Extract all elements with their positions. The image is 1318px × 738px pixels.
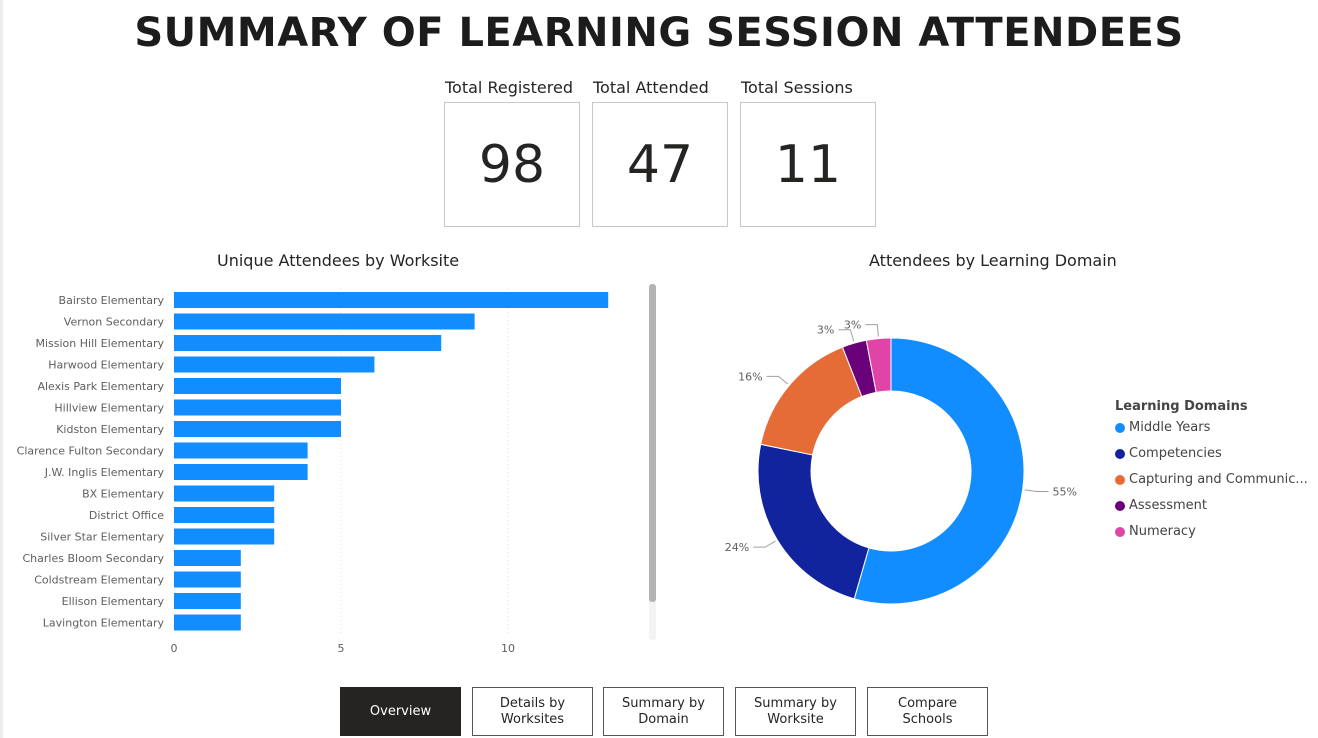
- legend-dot-icon: [1115, 422, 1125, 433]
- category-label: Lavington Elementary: [43, 617, 165, 630]
- category-label: Hillview Elementary: [54, 402, 164, 415]
- kpi-label-attended: Total Attended: [593, 78, 709, 97]
- kpi-card-registered[interactable]: 98: [444, 102, 580, 227]
- bar[interactable]: [174, 313, 475, 330]
- bar[interactable]: [174, 528, 275, 545]
- legend-label: Capturing and Communic...: [1129, 472, 1308, 487]
- kpi-value-attended: 47: [626, 134, 694, 195]
- category-label: Charles Bloom Secondary: [23, 552, 165, 565]
- nav-overview-button[interactable]: Overview: [340, 687, 461, 736]
- category-label: Coldstream Elementary: [34, 574, 164, 587]
- x-tick-label: 10: [501, 642, 515, 655]
- bar[interactable]: [174, 464, 308, 480]
- left-edge-divider: [0, 0, 3, 738]
- legend-label: Numeracy: [1129, 524, 1196, 539]
- category-label: Vernon Secondary: [64, 316, 165, 329]
- category-label: J.W. Inglis Elementary: [44, 466, 165, 479]
- nav-summary-by-worksite-button[interactable]: Summary by Worksite: [735, 687, 856, 736]
- bar[interactable]: [174, 356, 375, 373]
- data-label: 16%: [738, 370, 762, 383]
- bar-chart-title: Unique Attendees by Worksite: [217, 251, 460, 270]
- nav-compare-schools-button[interactable]: Compare Schools: [867, 687, 988, 736]
- legend-dot-icon: [1115, 474, 1125, 485]
- bar[interactable]: [174, 292, 609, 308]
- data-label: 3%: [817, 324, 834, 337]
- leader-line: [766, 375, 789, 385]
- bar[interactable]: [174, 335, 442, 351]
- bar[interactable]: [174, 485, 275, 502]
- data-label: 3%: [844, 319, 861, 332]
- kpi-value-registered: 98: [478, 134, 546, 195]
- category-label: Silver Star Elementary: [40, 531, 164, 544]
- legend-title: Learning Domains: [1115, 399, 1248, 414]
- leader-line: [865, 324, 879, 337]
- worksite-bar-chart[interactable]: 0 5 10 Bairsto Elementary Vernon Secondary Mi…: [0, 280, 645, 665]
- legend-item-numeracy[interactable]: Numeracy: [1115, 524, 1311, 539]
- legend-item-middle-years[interactable]: Middle Years: [1115, 420, 1311, 435]
- legend-item-competencies[interactable]: Competencies: [1115, 446, 1311, 461]
- legend-dot-icon: [1115, 500, 1125, 511]
- kpi-card-sessions[interactable]: 11: [740, 102, 876, 227]
- bar[interactable]: [174, 442, 308, 459]
- category-label: District Office: [89, 509, 164, 522]
- nav-summary-by-domain-button[interactable]: Summary by Domain: [603, 687, 724, 736]
- nav-details-by-worksites-button[interactable]: Details by Worksites: [472, 687, 593, 736]
- category-label: BX Elementary: [82, 488, 164, 501]
- kpi-label-registered: Total Registered: [445, 78, 573, 97]
- legend-dot-icon: [1115, 448, 1125, 459]
- x-tick-label: 5: [338, 642, 345, 655]
- data-label: 24%: [725, 541, 749, 554]
- legend-label: Competencies: [1129, 446, 1222, 461]
- donut-slice[interactable]: [760, 346, 863, 456]
- category-label: Clarence Fulton Secondary: [17, 445, 165, 458]
- bar[interactable]: [174, 507, 275, 523]
- donut-chart-title: Attendees by Learning Domain: [869, 251, 1117, 270]
- leader-line: [838, 329, 855, 342]
- legend-label: Middle Years: [1129, 420, 1211, 435]
- bar[interactable]: [174, 378, 341, 394]
- category-label: Alexis Park Elementary: [37, 380, 164, 393]
- legend-label: Assessment: [1129, 498, 1207, 513]
- domain-donut-chart[interactable]: 55% 24% 16% 3% 3%: [700, 300, 1100, 620]
- kpi-value-sessions: 11: [774, 134, 842, 195]
- bar[interactable]: [174, 571, 241, 588]
- kpi-label-sessions: Total Sessions: [741, 78, 853, 97]
- data-label: 55%: [1053, 486, 1077, 499]
- bar[interactable]: [174, 399, 341, 416]
- legend-item-capturing[interactable]: Capturing and Communic...: [1115, 472, 1311, 487]
- donut-slice[interactable]: [853, 337, 1025, 605]
- bar[interactable]: [174, 593, 241, 609]
- category-label: Bairsto Elementary: [59, 294, 165, 307]
- page-title: SUMMARY OF LEARNING SESSION ATTENDEES: [134, 10, 1184, 56]
- bar[interactable]: [174, 614, 241, 631]
- leader-line: [753, 540, 776, 548]
- bar[interactable]: [174, 421, 341, 437]
- donut-slice[interactable]: [865, 337, 892, 393]
- donut-slice[interactable]: [757, 443, 870, 600]
- kpi-card-attended[interactable]: 47: [592, 102, 728, 227]
- leader-line: [1024, 489, 1049, 493]
- legend-dot-icon: [1115, 526, 1125, 537]
- legend-item-assessment[interactable]: Assessment: [1115, 498, 1311, 513]
- bar-chart-scrollbar-thumb[interactable]: [649, 284, 656, 602]
- category-label: Harwood Elementary: [48, 359, 164, 372]
- x-tick-label: 0: [171, 642, 178, 655]
- category-label: Mission Hill Elementary: [35, 337, 164, 350]
- bar[interactable]: [174, 550, 241, 566]
- category-label: Kidston Elementary: [56, 423, 164, 436]
- category-label: Ellison Elementary: [62, 595, 165, 608]
